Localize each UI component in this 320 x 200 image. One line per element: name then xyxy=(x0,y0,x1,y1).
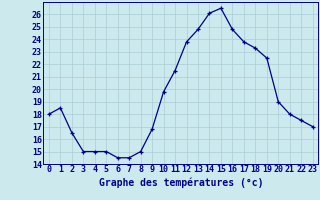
X-axis label: Graphe des températures (°c): Graphe des températures (°c) xyxy=(99,177,263,188)
